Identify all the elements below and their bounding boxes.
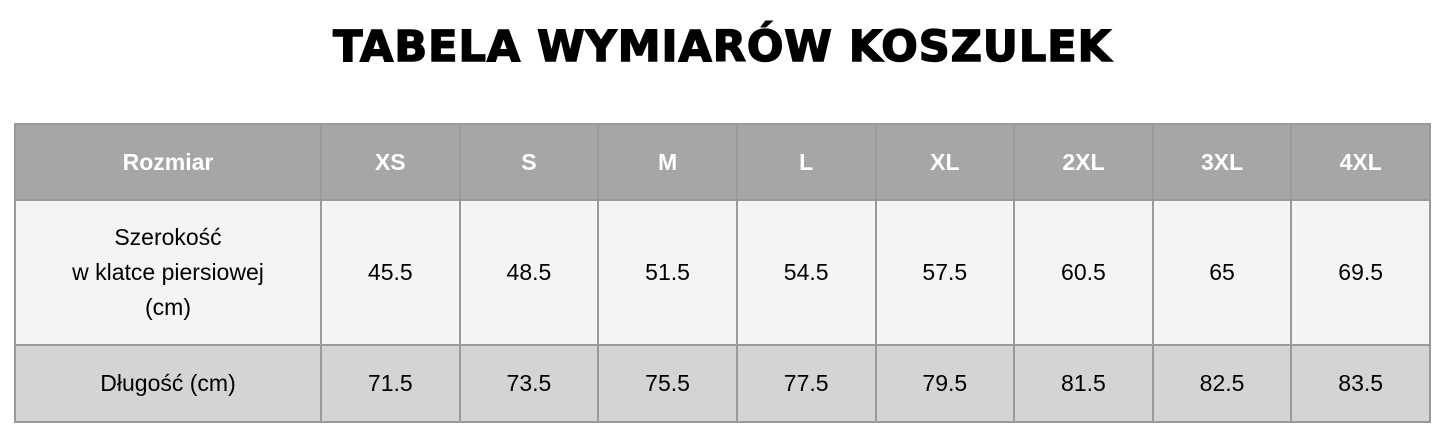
header-cell: Rozmiar [14, 123, 322, 201]
header-row: Rozmiar XS S M L XL 2XL 3XL 4XL [14, 123, 1431, 201]
header-cell: M [597, 123, 738, 201]
row-label-line: Szerokość [114, 224, 222, 250]
table-cell: 57.5 [874, 199, 1016, 346]
header-cell: S [458, 123, 600, 201]
header-cell: XS [320, 123, 461, 201]
table-row: Długość (cm) 71.5 73.5 75.5 77.5 79.5 81… [14, 344, 1431, 423]
table-cell: 71.5 [320, 344, 461, 423]
table-cell: 51.5 [597, 199, 738, 346]
size-table: Rozmiar XS S M L XL 2XL 3XL 4XL Szerokoś… [14, 123, 1431, 423]
table-cell: 83.5 [1290, 344, 1431, 423]
header-cell: L [735, 123, 877, 201]
row-label-line: w klatce piersiowej [72, 259, 264, 285]
table-cell: 60.5 [1013, 199, 1154, 346]
page-title: TABELA WYMIARÓW KOSZULEK [332, 21, 1112, 73]
table-cell: 65 [1151, 199, 1293, 346]
table-cell: 79.5 [874, 344, 1016, 423]
table-cell: 82.5 [1151, 344, 1293, 423]
header-cell: XL [874, 123, 1016, 201]
table-cell: 77.5 [735, 344, 877, 423]
table-cell: 73.5 [458, 344, 600, 423]
table-cell: 81.5 [1013, 344, 1154, 423]
row-label: Szerokość w klatce piersiowej (cm) [14, 199, 322, 346]
header-cell: 4XL [1290, 123, 1431, 201]
table-cell: 54.5 [735, 199, 877, 346]
header-cell: 3XL [1151, 123, 1293, 201]
header-cell: 2XL [1013, 123, 1154, 201]
table-cell: 69.5 [1290, 199, 1431, 346]
row-label-line: (cm) [145, 294, 191, 320]
table-cell: 75.5 [597, 344, 738, 423]
table-cell: 45.5 [320, 199, 461, 346]
row-label: Długość (cm) [14, 344, 322, 423]
table-row: Szerokość w klatce piersiowej (cm) 45.5 … [14, 199, 1431, 346]
table-cell: 48.5 [458, 199, 600, 346]
